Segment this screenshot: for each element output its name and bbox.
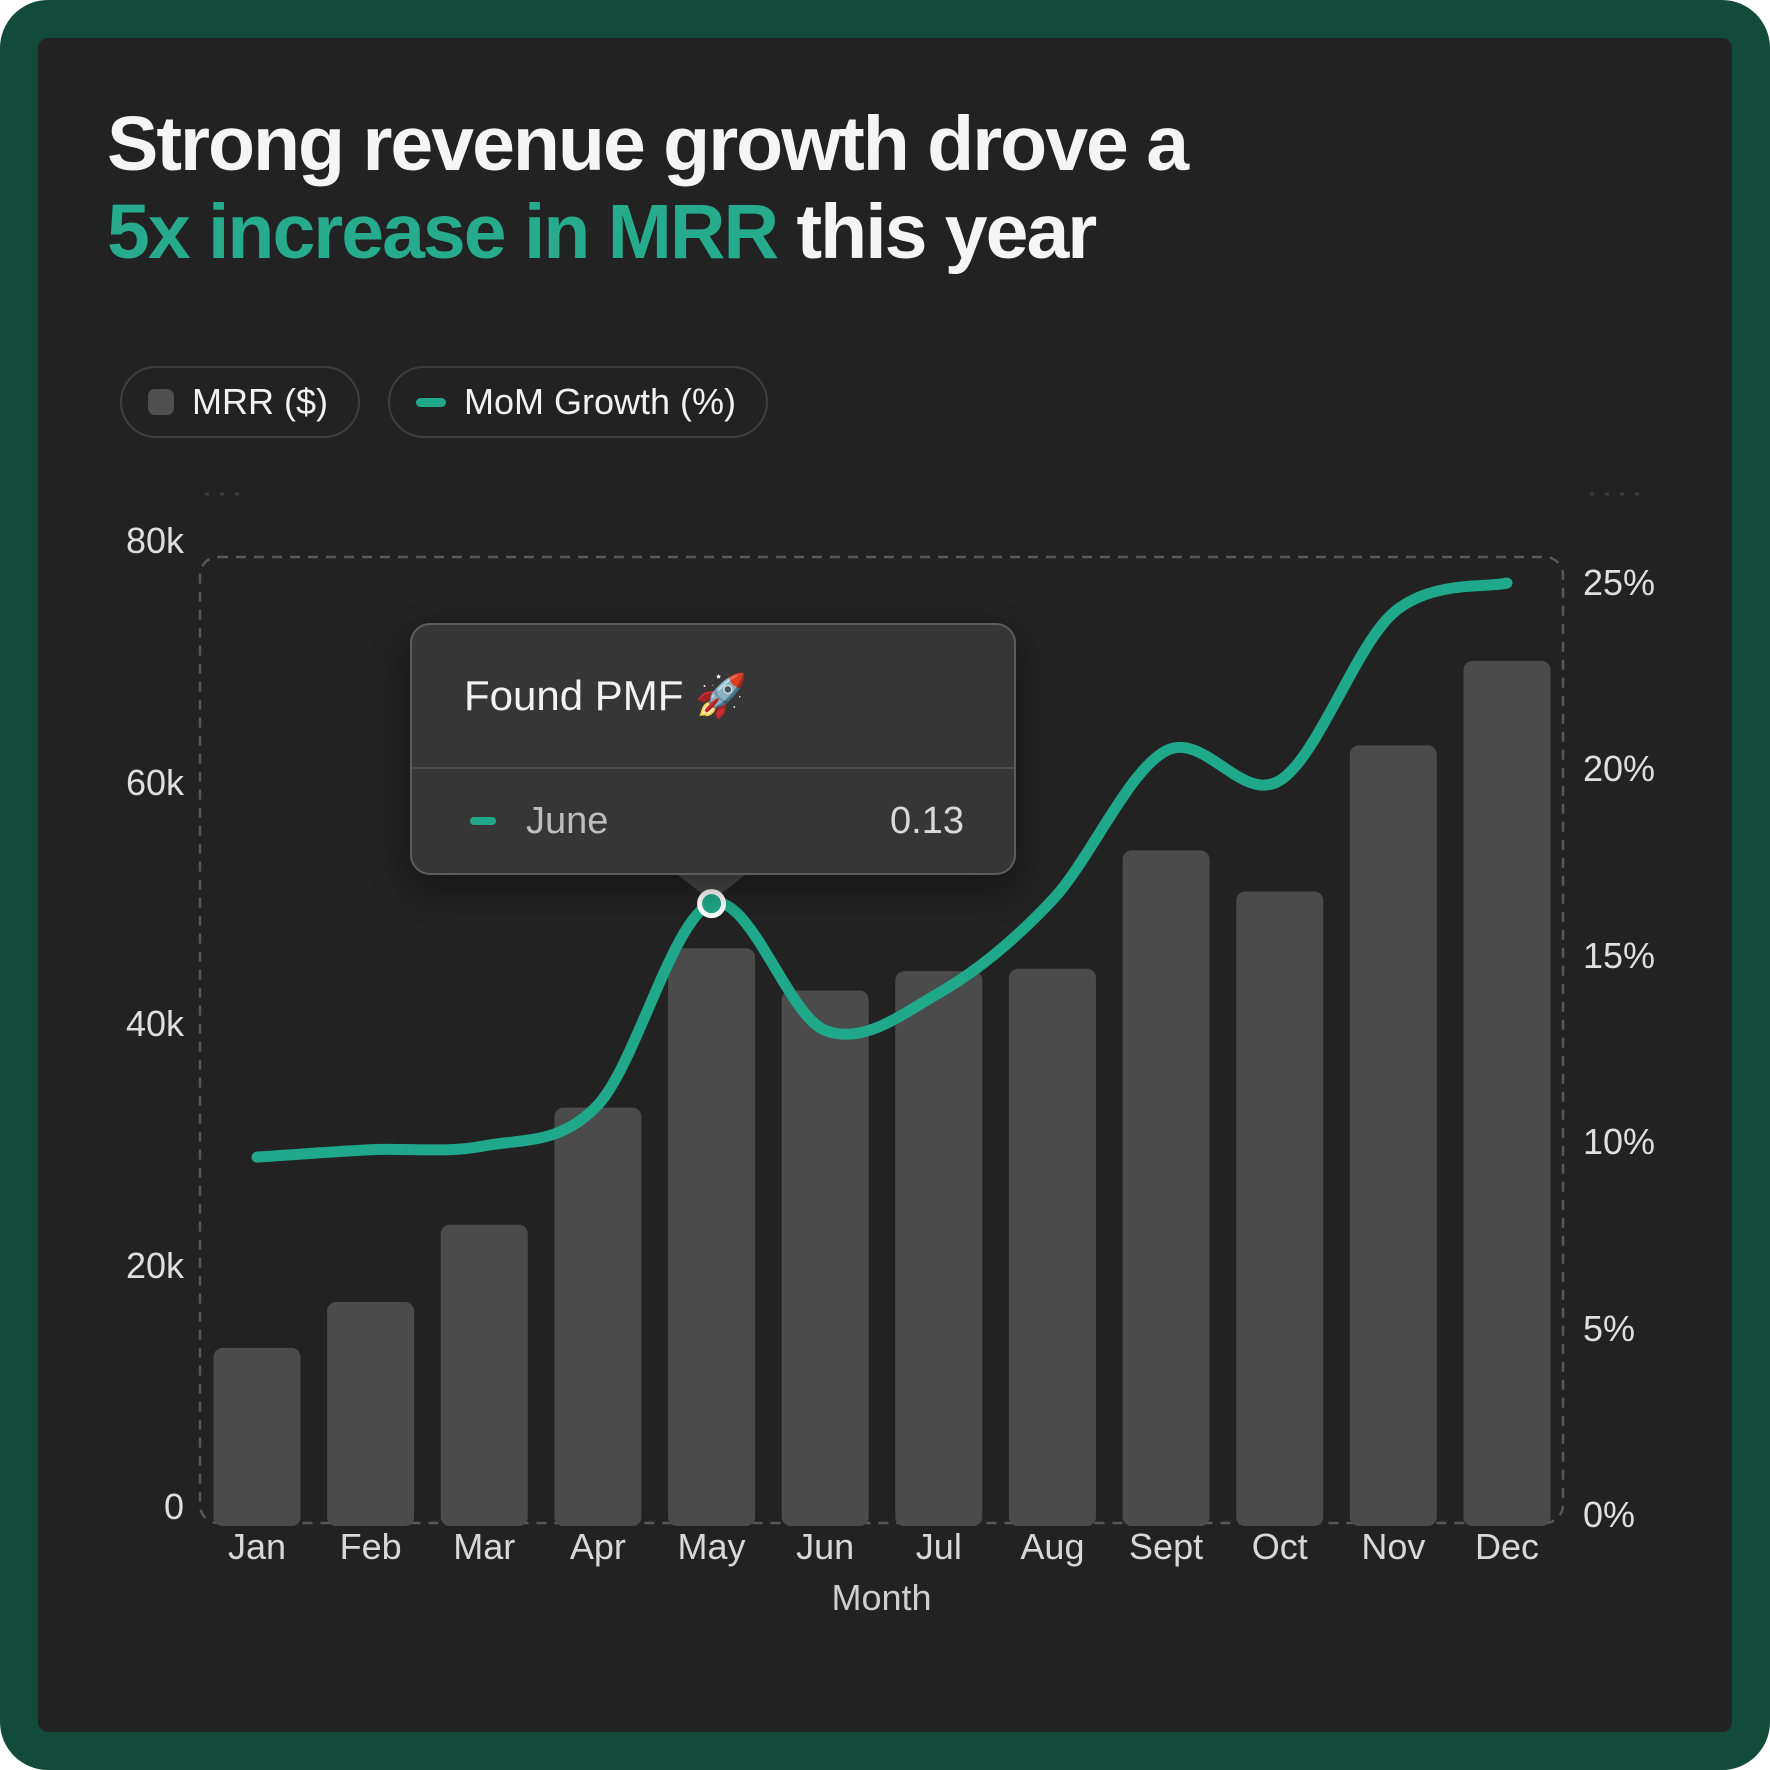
tooltip-series-label: June (526, 799, 609, 842)
tooltip-divider (412, 767, 1014, 769)
mrr-bar-jan (213, 1347, 301, 1526)
mrr-bar-nov (1349, 745, 1437, 1526)
mrr-bar-jun (781, 990, 869, 1526)
x-axis-label-apr: Apr (569, 1526, 626, 1567)
x-axis-label-mar: Mar (453, 1526, 516, 1567)
x-axis-title: Month (831, 1577, 932, 1618)
title-highlight: 5x increase in MRR (107, 189, 779, 275)
legend-label-mrr: MRR ($) (192, 381, 328, 422)
left-axis-tick: 20k (125, 1244, 184, 1286)
x-axis-label-sept: Sept (1129, 1526, 1204, 1567)
legend-pill-growth[interactable]: MoM Growth (%) (387, 366, 769, 438)
right-axis-tick: 5% (1583, 1307, 1636, 1349)
right-axis-tick: 25% (1583, 562, 1656, 603)
mrr-bar-may (668, 948, 756, 1526)
right-axis-tick: 20% (1583, 748, 1656, 790)
tooltip-title: Found PMF 🚀 (464, 671, 748, 719)
mrr-bar-aug (1008, 968, 1096, 1526)
line-series-icon (470, 817, 496, 825)
x-axis-label-jan: Jan (227, 1526, 287, 1567)
legend-label-growth: MoM Growth (%) (463, 381, 737, 422)
x-axis-label-may: May (677, 1526, 746, 1567)
tooltip-pointer (676, 874, 747, 901)
plot-border (198, 555, 1565, 1525)
left-axis-tick: 0 (163, 1486, 184, 1527)
left-axis-tick: 80k (125, 520, 184, 561)
mrr-bar-apr (554, 1107, 642, 1526)
legend-pill-mrr[interactable]: MRR ($) (120, 366, 360, 438)
mrr-bar-feb (327, 1302, 415, 1526)
right-axis-tick: 10% (1583, 1121, 1656, 1163)
mrr-bar-oct (1236, 891, 1324, 1526)
mrr-bar-mar (440, 1224, 528, 1526)
left-axis-tick: 60k (125, 761, 184, 803)
x-axis-label-oct: Oct (1251, 1526, 1308, 1567)
x-axis-label-nov: Nov (1361, 1526, 1426, 1567)
bar-series-icon (148, 389, 174, 415)
page-title: Strong revenue growth drove a 5x increas… (107, 100, 1607, 276)
line-series-icon (415, 397, 446, 407)
x-axis-label-jul: Jul (915, 1526, 962, 1567)
legend: MRR ($) MoM Growth (%) (120, 366, 769, 438)
mrr-bar-dec (1463, 660, 1551, 1526)
title-line-1: Strong revenue growth drove a (107, 101, 1189, 187)
mrr-bar-jul (895, 971, 983, 1526)
x-axis-label-jun: Jun (796, 1526, 855, 1567)
x-axis-label-aug: Aug (1020, 1526, 1085, 1567)
tooltip-value: 0.13 (890, 799, 964, 842)
highlighted-point-marker (697, 889, 727, 919)
tooltip-row: June 0.13 (412, 769, 1014, 873)
mom-growth-line (251, 577, 1513, 1163)
left-axis-tick: 40k (125, 1003, 184, 1044)
right-axis-tick: 15% (1583, 934, 1656, 976)
x-axis-label-feb: Feb (339, 1526, 402, 1567)
annotation-tooltip: Found PMF 🚀 June 0.13 (410, 623, 1016, 875)
chart-panel (38, 38, 1732, 1732)
x-axis-label-dec: Dec (1474, 1526, 1539, 1567)
mrr-bar-sept (1122, 850, 1210, 1526)
title-line-2: 5x increase in MRR this year (107, 189, 1097, 275)
right-axis-tick: 0% (1583, 1494, 1636, 1535)
